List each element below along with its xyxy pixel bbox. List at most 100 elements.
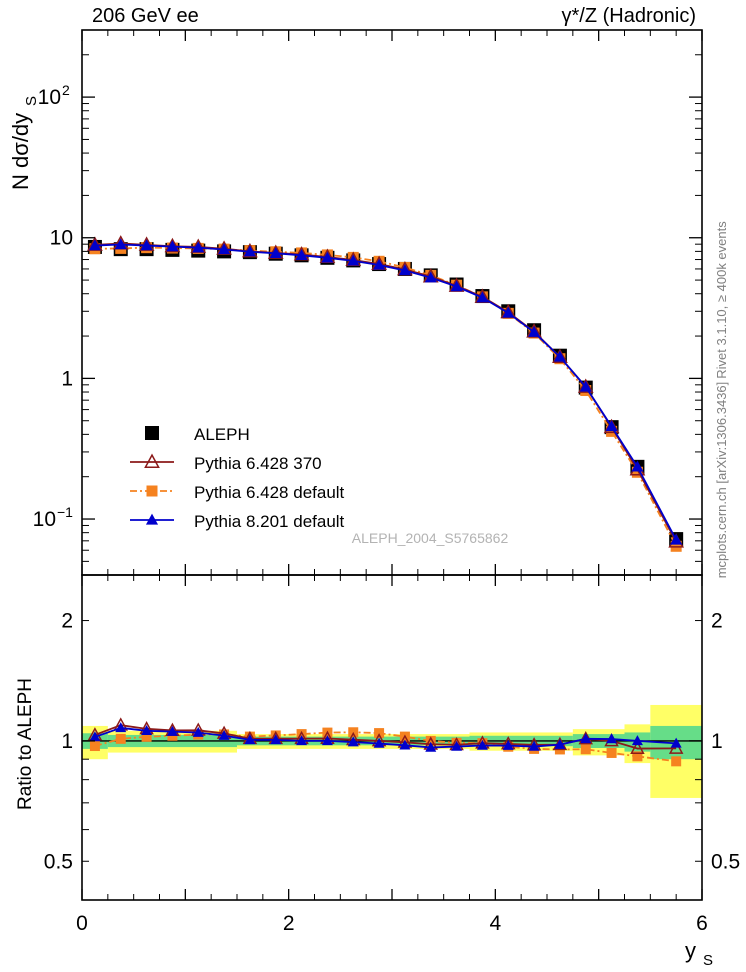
data-marker [145,513,159,525]
data-marker [398,264,411,276]
series-line [94,243,677,541]
data-marker [451,740,463,751]
data-marker [553,350,566,362]
x-axis-title-main: y [685,938,696,963]
y-tick-label: 2 [61,610,73,633]
data-marker [140,239,153,251]
data-marker [554,738,566,749]
legend-item-pythia-6-428-370[interactable]: Pythia 6.428 370 [130,453,322,473]
data-marker [668,740,684,754]
data-marker [425,735,436,746]
data-marker [144,453,160,468]
data-marker [580,744,591,755]
x-tick-label: 6 [696,912,708,935]
data-marker [631,735,643,746]
data-marker [450,280,463,292]
data-marker [502,739,514,750]
data-marker [218,729,230,740]
data-marker [606,733,618,744]
data-marker [218,243,231,255]
y-tick-label: 0.5 [44,850,73,873]
data-marker [270,734,282,745]
legend-item-pythia-8-201-default[interactable]: Pythia 8.201 default [130,512,345,531]
data-marker [670,737,682,748]
data-marker [192,241,205,253]
data-marker [476,739,488,750]
data-marker [528,740,540,751]
data-marker [577,378,594,393]
data-marker [166,240,179,252]
data-marker [89,741,100,752]
data-marker [502,306,515,318]
data-marker [243,245,256,257]
data-marker [347,736,359,747]
y-tick-label-exp: −1 [57,504,73,520]
legend-label: Pythia 6.428 370 [194,454,322,473]
legend-label: ALEPH [194,425,250,444]
data-marker [631,466,643,478]
y-axis-title-text: N dσ/dy [8,113,33,190]
y-tick-label: 10 [38,86,61,109]
data-marker [321,251,334,263]
watermark-label: ALEPH_2004_S5765862 [352,530,509,546]
data-marker [267,244,284,259]
legend-label: Pythia 8.201 default [194,512,345,531]
data-marker [579,380,592,392]
panel-frame [81,29,703,576]
data-marker [321,735,333,746]
data-marker [244,734,256,745]
data-marker [115,722,127,733]
data-marker [166,725,178,736]
data-marker [399,739,411,750]
data-marker [671,756,682,767]
x-tick-label: 2 [283,912,295,935]
data-marker [631,460,644,472]
data-marker [295,248,308,260]
y-axis-title-sub: S [23,96,40,106]
data-marker [145,426,159,440]
legend-item-aleph[interactable]: ALEPH [145,425,250,444]
data-marker [528,325,541,337]
side-label-rivet: Rivet 3.1.10, ≥ 400k events [714,221,729,379]
data-marker [670,533,683,545]
legend-item-pythia-6-428-default[interactable]: Pythia 6.428 default [130,483,345,502]
data-marker [89,731,101,742]
y-tick-label: 1 [61,367,73,390]
y-tick-label-right: 1 [711,730,723,753]
data-marker [164,237,181,253]
main-series-aleph [87,239,684,547]
data-marker [296,729,307,740]
y-axis-title-main: N dσ/dy S [8,96,40,190]
y-tick-label: 10 [50,227,73,250]
data-marker [580,733,592,744]
y-tick-label-right: 2 [711,610,723,633]
data-marker [632,751,643,762]
x-tick-label: 4 [489,912,501,935]
ratio-series-pythia-8-201-default [89,722,682,752]
data-marker [605,420,618,432]
data-marker [192,726,204,737]
y-tick-label-right: 0.5 [711,850,740,873]
data-marker [373,737,385,748]
y-tick-label: 10 [33,508,56,531]
x-axis-title-sub: S [703,952,713,969]
y-axis-title-ratio: Ratio to ALEPH [15,678,36,810]
data-marker [114,238,127,250]
data-marker [115,733,126,744]
ratio-panel-axes: 0.5 0.5 1 1 2 2 [44,574,740,901]
data-marker [88,239,101,251]
data-marker [476,291,489,303]
data-marker [606,747,617,758]
series-line [94,246,677,547]
main-series-pythia-6-428-370 [87,235,685,548]
data-marker [630,740,645,755]
header-left-label: 206 GeV ee [92,5,199,27]
y-tick-label: 1 [61,730,73,753]
data-marker [425,741,437,752]
data-marker [146,485,158,497]
data-marker [373,258,386,270]
data-marker [606,425,618,437]
